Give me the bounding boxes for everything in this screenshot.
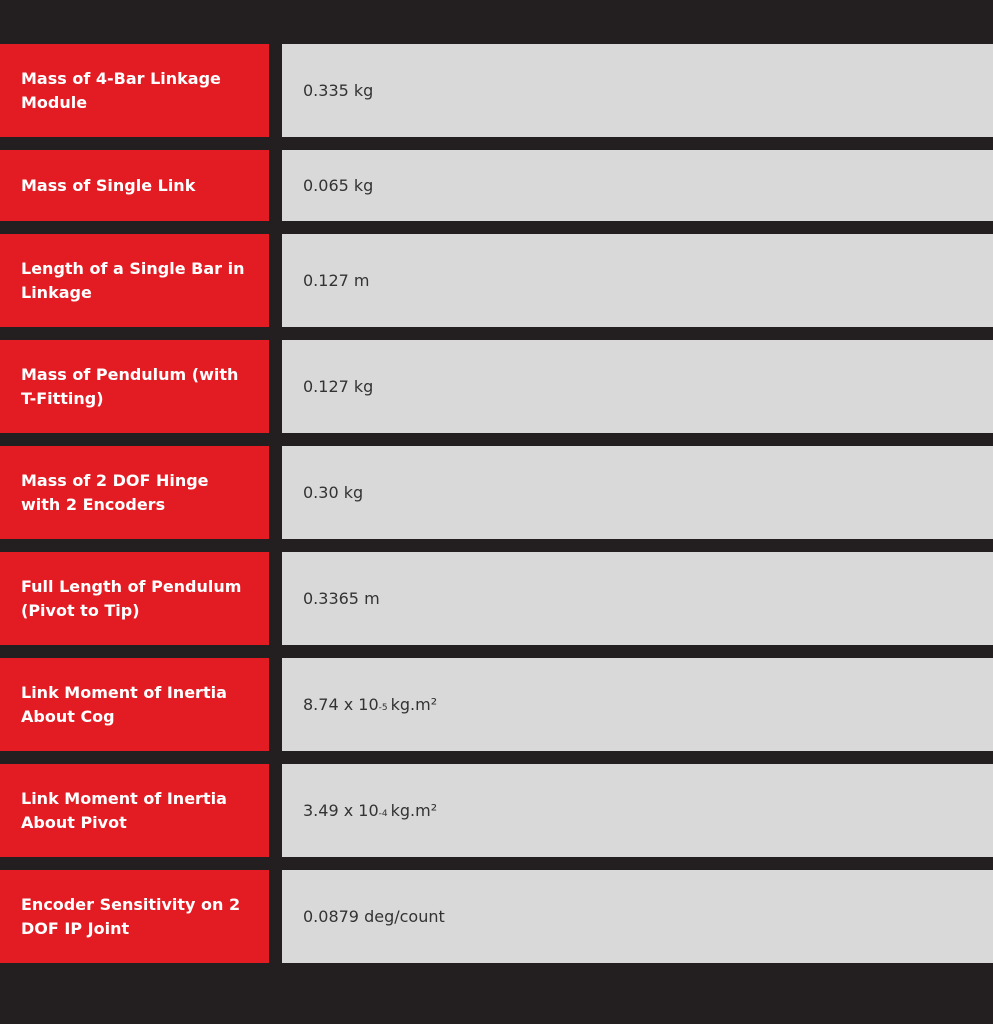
table-row: Link Moment of Inertia About Pivot 3.49 x…	[0, 764, 993, 857]
row-value: 3.49 x 10-4 kg.m²	[282, 764, 993, 857]
row-label: Mass of Pendulum (with T-Fitting)	[0, 340, 269, 433]
table-row: Mass of Single Link 0.065 kg	[0, 150, 993, 221]
row-value: 0.127 kg	[282, 340, 993, 433]
row-value: 0.3365 m	[282, 552, 993, 645]
value-exponent: -4	[378, 809, 388, 819]
row-label: Length of a Single Bar in Linkage	[0, 234, 269, 327]
row-value: 0.335 kg	[282, 44, 993, 137]
table-row: Mass of 4-Bar Linkage Module 0.335 kg	[0, 44, 993, 137]
table-row: Full Length of Pendulum (Pivot to Tip) 0.…	[0, 552, 993, 645]
value-text: 8.74 x 10-5 kg.m²	[303, 695, 437, 714]
row-label: Link Moment of Inertia About Cog	[0, 658, 269, 751]
row-label: Full Length of Pendulum (Pivot to Tip)	[0, 552, 269, 645]
row-label: Mass of 4-Bar Linkage Module	[0, 44, 269, 137]
value-base: 8.74 x 10	[303, 695, 379, 714]
spec-table: Mass of 4-Bar Linkage Module 0.335 kg Mass…	[0, 44, 993, 963]
table-row: Length of a Single Bar in Linkage 0.127 m	[0, 234, 993, 327]
value-exponent: -5	[378, 703, 388, 713]
value-unit: kg.m²	[390, 695, 438, 714]
row-value: 0.127 m	[282, 234, 993, 327]
value-text: 3.49 x 10-4 kg.m²	[303, 801, 437, 820]
table-row: Mass of 2 DOF Hinge with 2 Encoders 0.30 …	[0, 446, 993, 539]
value-base: 3.49 x 10	[303, 801, 379, 820]
row-value: 0.065 kg	[282, 150, 993, 221]
table-row: Mass of Pendulum (with T-Fitting) 0.127 k…	[0, 340, 993, 433]
row-value: 0.0879 deg/count	[282, 870, 993, 963]
row-value: 8.74 x 10-5 kg.m²	[282, 658, 993, 751]
table-row: Link Moment of Inertia About Cog 8.74 x 1…	[0, 658, 993, 751]
table-row: Encoder Sensitivity on 2 DOF IP Joint 0.0…	[0, 870, 993, 963]
row-label: Mass of Single Link	[0, 150, 269, 221]
row-label: Encoder Sensitivity on 2 DOF IP Joint	[0, 870, 269, 963]
row-value: 0.30 kg	[282, 446, 993, 539]
value-unit: kg.m²	[390, 801, 438, 820]
row-label: Mass of 2 DOF Hinge with 2 Encoders	[0, 446, 269, 539]
row-label: Link Moment of Inertia About Pivot	[0, 764, 269, 857]
